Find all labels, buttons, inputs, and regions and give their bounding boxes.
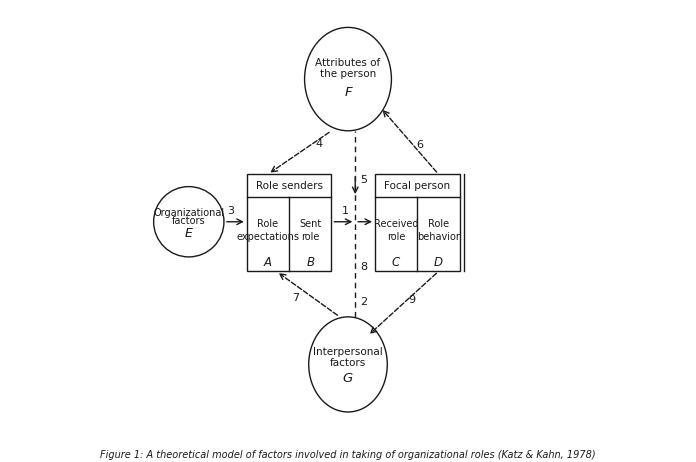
Text: Role senders: Role senders: [255, 181, 322, 191]
Text: G: G: [343, 371, 353, 384]
Text: A: A: [264, 256, 272, 269]
Text: 8: 8: [361, 262, 367, 272]
Text: Interpersonal: Interpersonal: [313, 347, 383, 357]
Text: F: F: [345, 86, 351, 99]
Text: 4: 4: [315, 139, 323, 149]
Ellipse shape: [309, 317, 387, 412]
Text: E: E: [185, 227, 193, 240]
Text: Sent
role: Sent role: [299, 219, 322, 242]
Text: the person: the person: [320, 69, 376, 79]
Text: 3: 3: [228, 207, 235, 216]
Text: D: D: [434, 256, 443, 269]
Text: Role
behavior: Role behavior: [417, 219, 460, 242]
Text: Figure 1: A theoretical model of factors involved in taking of organizational ro: Figure 1: A theoretical model of factors…: [100, 450, 596, 460]
Text: 7: 7: [292, 293, 299, 303]
Text: 6: 6: [416, 140, 423, 150]
Text: factors: factors: [330, 358, 366, 368]
Text: 2: 2: [361, 298, 367, 307]
Text: B: B: [306, 256, 315, 269]
Bar: [375, 174, 459, 271]
Text: Focal person: Focal person: [384, 181, 450, 191]
Text: factors: factors: [172, 215, 205, 225]
Text: C: C: [392, 256, 400, 269]
Text: Attributes of: Attributes of: [315, 58, 381, 67]
Text: Organizational: Organizational: [153, 207, 224, 218]
Text: 5: 5: [361, 176, 367, 185]
Text: Received
role: Received role: [374, 219, 418, 242]
Bar: [246, 174, 331, 271]
Text: Role
expectations: Role expectations: [237, 219, 299, 242]
Circle shape: [154, 187, 224, 257]
Text: 9: 9: [408, 294, 415, 304]
Text: 1: 1: [342, 207, 349, 216]
Ellipse shape: [305, 27, 391, 131]
